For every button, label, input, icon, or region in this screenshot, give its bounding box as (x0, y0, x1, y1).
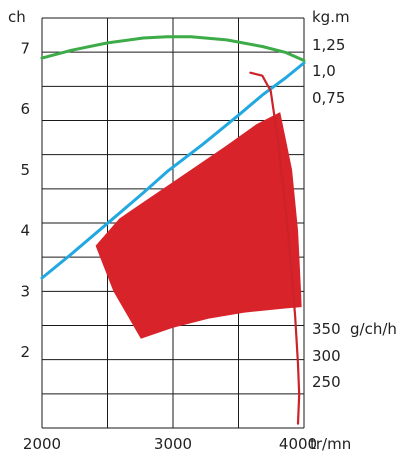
left-axis-tick-label: 7 (20, 39, 30, 57)
series-line-red (249, 71, 301, 425)
right-axis-consumption-tick-label: 350 (312, 320, 341, 338)
left-axis-title: ch (8, 8, 26, 26)
right-axis-torque-tick-label: 1,25 (312, 36, 345, 54)
x-axis-title: tr/mn (310, 435, 351, 453)
right-axis-torque-tick-label: 1,0 (312, 62, 336, 80)
right-axis-torque-tick-label: 0,75 (312, 89, 345, 107)
x-axis-tick-label: 3000 (154, 435, 192, 453)
right-axis-consumption-tick-label: 300 (312, 347, 341, 365)
right-axis-consumption-unit: g/ch/h (350, 320, 397, 338)
series-lines (40, 35, 306, 425)
series-line-blue (40, 61, 306, 280)
left-axis-tick-label: 2 (20, 343, 30, 361)
left-axis-tick-label: 6 (20, 100, 30, 118)
right-axis-torque-title: kg.m (312, 8, 350, 26)
axis-labels: ch 7 6 5 4 3 2 kg.m 1,25 1,0 0,75 350 300 250 g/ch/h 20… (8, 8, 397, 453)
x-axis-tick-label: 2000 (23, 435, 61, 453)
left-axis-tick-label: 4 (20, 222, 30, 240)
x-axis-tick-label: 4000 (279, 435, 317, 453)
consumption-area (95, 112, 302, 339)
right-axis-consumption-tick-label: 250 (312, 373, 341, 391)
left-axis-tick-label: 3 (20, 282, 30, 300)
left-axis-tick-label: 5 (20, 161, 30, 179)
series-line-green (40, 35, 306, 62)
